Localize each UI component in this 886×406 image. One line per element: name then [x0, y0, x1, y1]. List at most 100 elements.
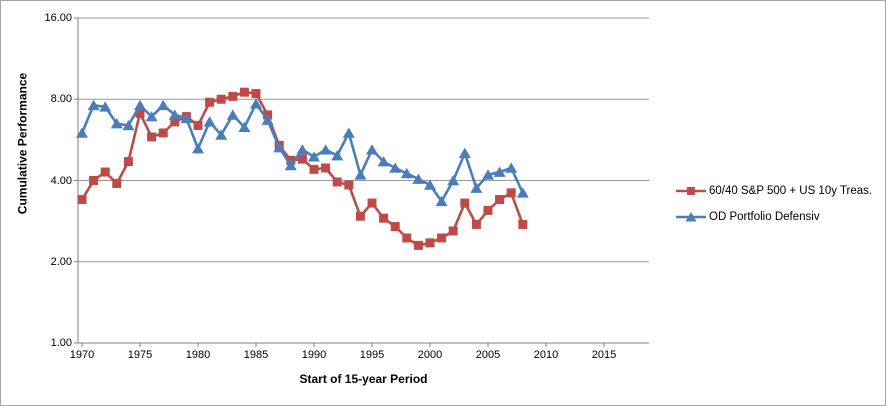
- data-point-marker: [123, 157, 133, 167]
- x-tick-label: 2005: [475, 349, 501, 361]
- axes: [74, 17, 649, 347]
- x-tick-label: 1995: [359, 349, 385, 361]
- data-point-marker: [505, 162, 518, 173]
- data-point-marker: [216, 94, 226, 104]
- data-point-marker: [122, 119, 135, 131]
- series-line-0: [80, 90, 525, 247]
- data-point-marker: [215, 129, 228, 140]
- data-point-marker: [112, 178, 122, 188]
- legend: 60/40 S&P 500 + US 10y Treas. OD Portfoli…: [676, 182, 872, 234]
- data-point-marker: [402, 233, 412, 243]
- data-point-marker: [332, 177, 342, 187]
- data-point-marker: [193, 120, 203, 130]
- data-point-marker: [437, 233, 447, 243]
- data-point-marker: [203, 116, 216, 127]
- data-point-marker: [296, 144, 309, 155]
- data-point-marker: [379, 213, 389, 223]
- data-point-marker: [448, 226, 458, 236]
- data-point-marker: [99, 101, 112, 112]
- data-point-marker: [239, 87, 249, 97]
- data-point-marker: [77, 195, 87, 205]
- data-point-marker: [89, 176, 99, 185]
- data-point-marker: [100, 167, 110, 177]
- data-point-marker: [506, 188, 516, 198]
- y-tick-label: 1.00: [50, 337, 72, 349]
- data-point-marker: [134, 99, 146, 111]
- x-axis-title: Start of 15-year Period: [299, 372, 428, 386]
- data-point-marker: [309, 164, 319, 174]
- data-point-marker: [238, 121, 251, 133]
- data-series: [76, 87, 529, 250]
- data-point-marker: [389, 162, 402, 173]
- data-point-marker: [308, 151, 320, 162]
- data-point-marker: [458, 147, 471, 158]
- data-point-marker: [354, 169, 367, 180]
- data-point-marker: [147, 132, 157, 142]
- data-point-marker: [205, 97, 215, 107]
- legend-item-0: 60/40 S&P 500 + US 10y Treas.: [676, 182, 872, 199]
- data-point-marker: [412, 173, 425, 184]
- data-point-marker: [226, 109, 239, 120]
- data-point-marker: [516, 187, 529, 198]
- data-point-marker: [110, 118, 123, 129]
- data-point-marker: [87, 99, 100, 111]
- y-tick-label: 2.00: [50, 255, 72, 268]
- data-point-marker: [413, 240, 423, 250]
- data-point-marker: [284, 159, 297, 171]
- data-point-marker: [344, 180, 354, 190]
- data-point-marker: [390, 222, 400, 232]
- gridlines: [78, 17, 649, 344]
- x-tick-label: 1980: [185, 349, 211, 361]
- data-point-marker: [168, 109, 181, 120]
- data-point-marker: [518, 219, 528, 229]
- data-point-marker: [460, 198, 470, 208]
- data-point-marker: [470, 182, 483, 193]
- y-axis-title: Cumulative Performance: [15, 72, 30, 215]
- data-point-marker: [331, 150, 344, 161]
- data-point-marker: [424, 179, 436, 190]
- data-point-marker: [261, 114, 274, 125]
- data-point-marker: [425, 238, 435, 248]
- data-point-marker: [483, 205, 493, 215]
- data-point-marker: [135, 108, 145, 118]
- data-point-marker: [145, 111, 158, 122]
- y-tick-label: 8.00: [50, 93, 72, 106]
- x-tick-label: 2010: [533, 349, 559, 361]
- data-point-marker: [493, 166, 506, 177]
- data-point-marker: [471, 219, 481, 229]
- data-point-marker: [482, 169, 494, 180]
- data-point-marker: [250, 98, 262, 109]
- data-point-marker: [355, 211, 365, 221]
- legend-label: 60/40 S&P 500 + US 10y Treas.: [709, 184, 873, 197]
- data-point-marker: [157, 99, 170, 111]
- square-marker-icon: [676, 186, 706, 195]
- y-tick-label: 4.00: [50, 174, 72, 187]
- data-point-marker: [377, 156, 390, 167]
- y-tick-label: 16.00: [44, 12, 72, 24]
- data-point-marker: [192, 143, 204, 154]
- data-point-marker: [297, 154, 307, 164]
- x-tick-label: 2000: [417, 349, 443, 361]
- x-tick-label: 1985: [243, 349, 269, 361]
- x-tick-label: 2015: [591, 349, 617, 361]
- legend-item-1: OD Portfolio Defensiv: [676, 208, 872, 225]
- data-point-marker: [367, 198, 377, 208]
- x-tick-label: 1975: [127, 349, 153, 361]
- triangle-marker-icon: [676, 211, 706, 221]
- data-point-marker: [321, 163, 331, 173]
- data-point-marker: [319, 144, 332, 155]
- data-point-marker: [273, 142, 286, 153]
- data-point-marker: [228, 91, 238, 101]
- data-point-marker: [400, 167, 413, 179]
- data-point-marker: [251, 89, 261, 99]
- x-tick-label: 1970: [69, 349, 95, 361]
- data-point-marker: [342, 127, 355, 138]
- data-point-marker: [76, 127, 88, 138]
- x-tick-label: 1990: [301, 349, 327, 361]
- data-point-marker: [158, 128, 168, 138]
- data-point-marker: [170, 117, 180, 127]
- data-point-marker: [447, 175, 460, 186]
- data-point-marker: [495, 195, 505, 205]
